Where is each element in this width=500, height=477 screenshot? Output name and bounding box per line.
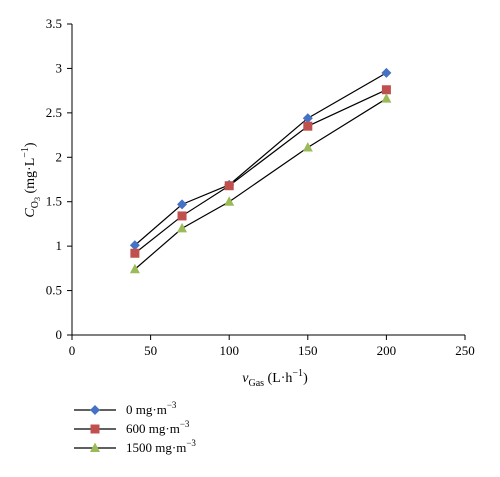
plot-axes bbox=[71, 24, 465, 336]
data-point-diamond bbox=[302, 113, 313, 124]
y-tick-label: 2 bbox=[56, 149, 63, 164]
series-line bbox=[134, 89, 387, 254]
legend-label: 1500 mg·m−3 bbox=[126, 438, 196, 455]
x-tick-label: 0 bbox=[69, 343, 76, 358]
data-point-diamond bbox=[177, 199, 188, 210]
data-point-square bbox=[381, 85, 391, 95]
data-point-diamond bbox=[129, 240, 140, 251]
data-point-triangle bbox=[129, 263, 140, 274]
series-1 bbox=[130, 85, 391, 258]
series-line bbox=[134, 72, 387, 246]
legend: 0 mg·m−3 600 mg·m−3 1500 mg·m−3 bbox=[74, 400, 196, 455]
data-point-triangle bbox=[381, 93, 392, 103]
legend-label: 0 mg·m−3 bbox=[126, 400, 177, 417]
data-point-triangle bbox=[177, 222, 188, 233]
y-tick-label: 0 bbox=[56, 327, 63, 342]
legend-item-1: 600 mg·m−3 bbox=[74, 419, 190, 436]
data-point-triangle bbox=[302, 142, 313, 152]
series-2 bbox=[129, 93, 392, 274]
x-axis-title: vGas (L·h−1) bbox=[242, 368, 308, 389]
x-tick-label: 250 bbox=[455, 343, 475, 358]
y-tick-label: 2.5 bbox=[46, 105, 62, 120]
legend-marker bbox=[90, 442, 100, 452]
x-tick-label: 200 bbox=[377, 343, 397, 358]
y-axis-ticks: 0 0.5 1 1.5 2 2.5 3 3.5 bbox=[46, 16, 72, 342]
data-point-square bbox=[303, 121, 313, 131]
data-point-square bbox=[177, 211, 187, 221]
legend-marker bbox=[90, 424, 100, 434]
x-tick-label: 50 bbox=[144, 343, 157, 358]
y-tick-label: 3.5 bbox=[46, 16, 62, 31]
data-point-triangle bbox=[224, 196, 235, 206]
legend-label: 600 mg·m−3 bbox=[126, 419, 190, 436]
legend-marker bbox=[90, 405, 100, 415]
y-axis-title: CO3 (mg·L−1) bbox=[20, 142, 42, 217]
legend-item-2: 1500 mg·m−3 bbox=[74, 438, 196, 455]
data-point-square bbox=[224, 181, 234, 191]
series-line bbox=[134, 98, 387, 270]
legend-item-0: 0 mg·m−3 bbox=[74, 400, 177, 417]
x-tick-label: 100 bbox=[219, 343, 239, 358]
data-point-diamond bbox=[381, 67, 392, 78]
x-axis-ticks: 0 50 100 150 200 250 bbox=[69, 335, 475, 358]
x-tick-label: 150 bbox=[298, 343, 318, 358]
series-group bbox=[129, 67, 392, 274]
data-point-square bbox=[130, 248, 140, 258]
y-tick-label: 1 bbox=[56, 238, 63, 253]
y-tick-label: 1.5 bbox=[46, 194, 62, 209]
y-tick-label: 3 bbox=[56, 60, 63, 75]
series-0 bbox=[129, 67, 392, 251]
y-tick-label: 0.5 bbox=[46, 283, 62, 298]
